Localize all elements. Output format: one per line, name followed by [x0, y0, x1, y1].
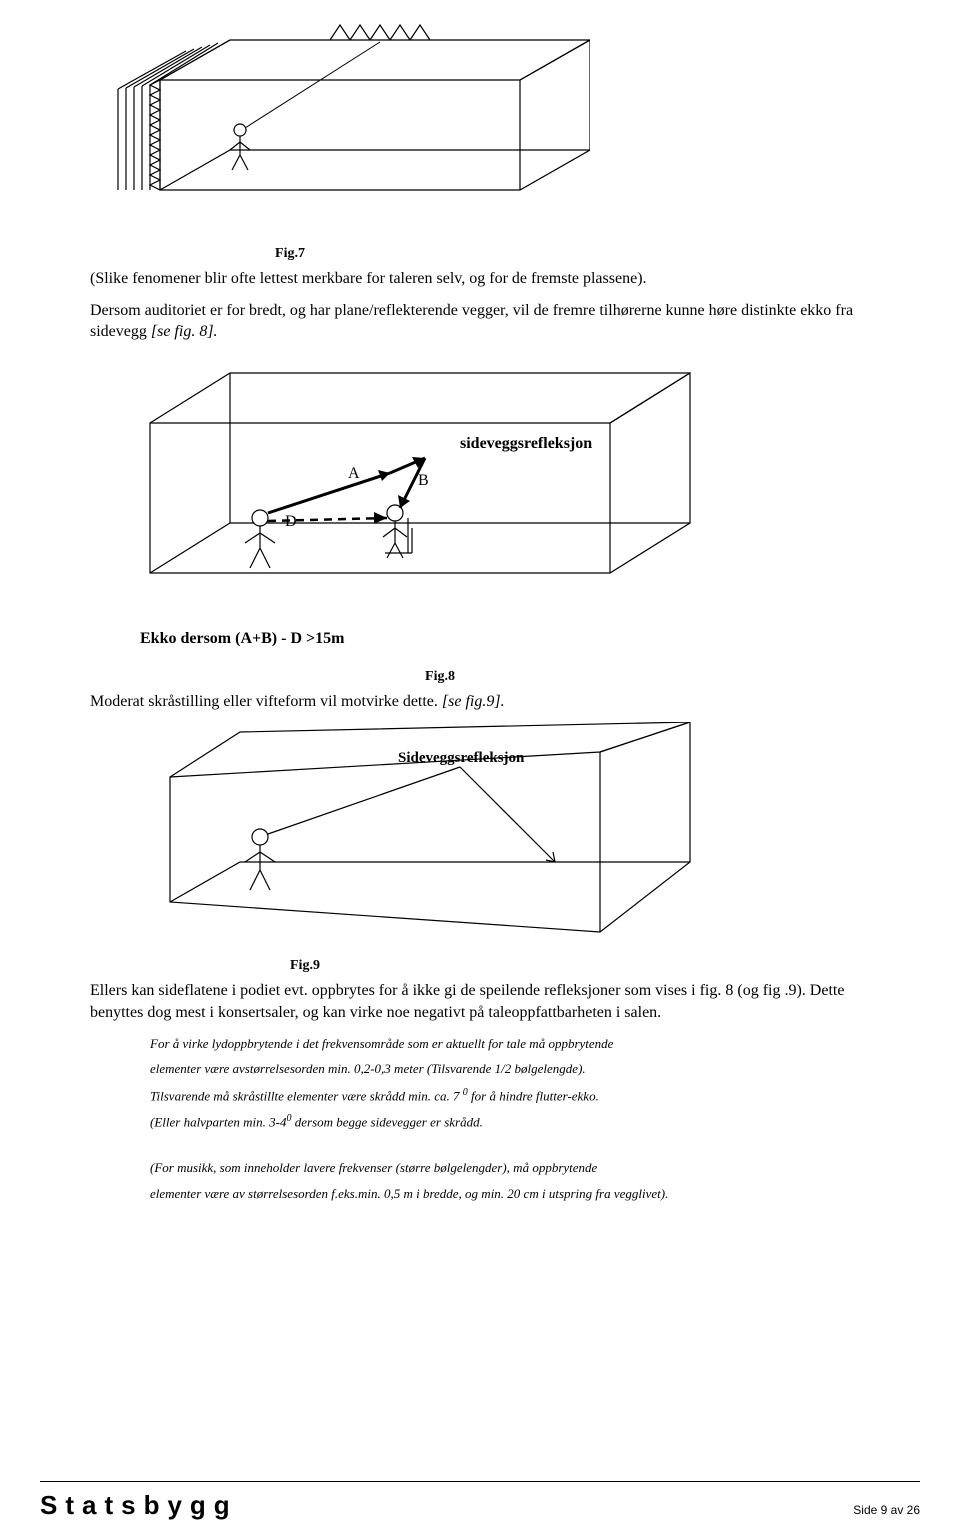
- fig9-caption: Fig.9: [290, 958, 870, 974]
- note-3b: for å hindre flutter-ekko.: [468, 1088, 599, 1103]
- paragraph-4: Ellers kan sideflatene i podiet evt. opp…: [90, 980, 870, 1023]
- footer-brand: Statsbygg: [40, 1490, 238, 1521]
- svg-text:sideveggsrefleksjon: sideveggsrefleksjon: [460, 435, 592, 452]
- svg-text:A: A: [348, 465, 360, 482]
- note-4: (Eller halvparten min. 3-40 dersom begge…: [150, 1111, 870, 1132]
- svg-text:Sideveggsrefleksjon: Sideveggsrefleksjon: [398, 750, 525, 766]
- para3-text: Moderat skråstilling eller vifteform vil…: [90, 693, 442, 710]
- note-1: For å virke lydoppbrytende i det frekven…: [150, 1034, 870, 1054]
- svg-text:B: B: [418, 472, 429, 489]
- paragraph-1: (Slike fenomener blir ofte lettest merkb…: [90, 268, 870, 290]
- svg-text:Ekko dersom (A+B) - D >15m: Ekko dersom (A+B) - D >15m: [140, 630, 345, 647]
- note-2: elementer være avstørrelsesorden min. 0,…: [150, 1059, 870, 1079]
- paragraph-3: Moderat skråstilling eller vifteform vil…: [90, 691, 870, 713]
- note-4b: dersom begge sidevegger er skrådd.: [291, 1115, 482, 1130]
- figure-7: [90, 20, 870, 240]
- para3-ref: [se fig.9].: [442, 693, 505, 710]
- note-5: (For musikk, som inneholder lavere frekv…: [150, 1158, 870, 1178]
- note-6: elementer være av størrelsesorden f.eks.…: [150, 1184, 870, 1204]
- note-3: Tilsvarende må skråstillte elementer vær…: [150, 1085, 870, 1106]
- figure-8: sideveggsrefleksjon A B D: [90, 353, 870, 663]
- fig8-svg: sideveggsrefleksjon A B D: [90, 353, 710, 663]
- footer-page-number: Side 9 av 26: [853, 1503, 920, 1517]
- note-4a: (Eller halvparten min. 3-4: [150, 1115, 286, 1130]
- page-footer: Statsbygg Side 9 av 26: [0, 1481, 960, 1521]
- fig7-svg: [90, 20, 590, 240]
- note-3a: Tilsvarende må skråstillte elementer vær…: [150, 1088, 463, 1103]
- figure-9: Sideveggsrefleksjon: [90, 722, 870, 952]
- fig8-caption: Fig.8: [10, 669, 870, 685]
- fig9-svg: Sideveggsrefleksjon: [90, 722, 710, 952]
- para2-ref: [se fig. 8].: [151, 323, 218, 340]
- fig7-caption: Fig.7: [0, 246, 870, 262]
- paragraph-2: Dersom auditoriet er for bredt, og har p…: [90, 300, 870, 343]
